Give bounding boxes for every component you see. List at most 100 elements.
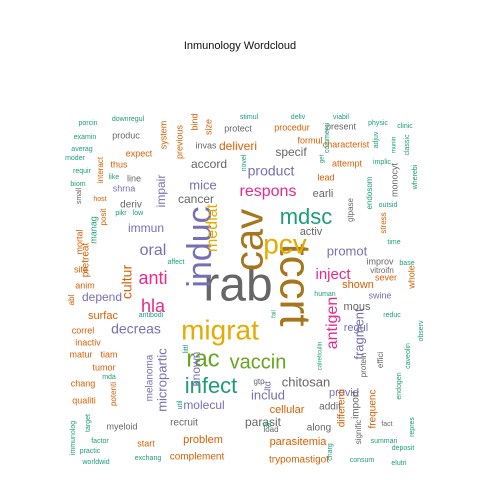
word-commerci: commerci <box>324 122 331 153</box>
word-shrna: shrna <box>113 183 136 193</box>
word-whole: whole <box>406 265 416 290</box>
word-infect: infect <box>185 373 238 398</box>
word-human: human <box>314 291 336 298</box>
word-provid: provid <box>329 387 359 399</box>
word-formul: formul <box>297 135 322 145</box>
word-melanoma: melanoma <box>145 354 156 401</box>
word-accord: accord <box>191 157 227 171</box>
word-base: base <box>399 260 414 267</box>
word-fail: fail <box>272 310 278 318</box>
word-trypomastigot: trypomastigot <box>269 455 329 466</box>
word-inactiv: inactiv <box>75 337 101 347</box>
word-size: size <box>203 119 213 135</box>
word-elutri: elutri <box>391 460 407 467</box>
word-anti: anti <box>138 268 167 288</box>
word-posit: posit <box>99 208 108 226</box>
word-produc: produc <box>112 130 140 140</box>
word-mdsc: mdsc <box>280 204 333 229</box>
word-depend: depend <box>82 290 122 304</box>
word-system: system <box>158 121 168 150</box>
word-rab: rab <box>203 259 272 312</box>
word-impair: impair <box>154 175 168 208</box>
word-reduc: reduc <box>383 312 401 319</box>
word-deposit: deposit <box>392 445 415 452</box>
word-cultur: cultur <box>119 265 135 300</box>
word-moder: moder <box>65 155 86 162</box>
word-gtpase: gtpase <box>346 197 355 222</box>
word-calreticulin: calreticulin <box>318 342 324 370</box>
word-like: like <box>109 174 120 181</box>
word-downregul: downregul <box>112 116 145 123</box>
word-gtp: gtp <box>253 377 265 386</box>
word-cancer: cancer <box>178 192 214 206</box>
word-parasit: parasit <box>245 415 282 429</box>
word-present: present <box>326 121 357 131</box>
word-wherebi: wherebi <box>412 164 419 190</box>
word-previous: previous <box>174 124 184 159</box>
word-adjuv: adjuv <box>373 131 380 148</box>
word-correl: correl <box>72 325 95 335</box>
word-parasitemia: parasitemia <box>270 436 328 448</box>
word-immunolog: immunolog <box>70 421 77 455</box>
word-mice: mice <box>189 177 216 192</box>
word-surfac: surfac <box>88 310 118 322</box>
word-effici: effici <box>376 352 385 369</box>
word-time: time <box>387 239 400 246</box>
word-exchang: exchang <box>135 455 162 462</box>
word-biom: biom <box>70 181 85 188</box>
word-summari: summari <box>371 438 398 445</box>
word-induc: induc <box>181 206 219 287</box>
word-myeloid: myeloid <box>106 421 137 431</box>
word-fact: fact <box>381 421 392 428</box>
word-deriv: deriv <box>120 200 142 211</box>
word-mortal: mortal <box>74 229 84 254</box>
word-decreas: decreas <box>111 321 161 337</box>
word-swine: swine <box>368 290 391 300</box>
word-attempt: attempt <box>332 158 363 168</box>
word-qualiti: qualiti <box>72 395 96 405</box>
word-endosom: endosom <box>365 176 374 209</box>
word-start: start <box>137 438 155 448</box>
word-mous: mous <box>344 301 371 313</box>
word-repres: repres <box>409 417 416 437</box>
word-bind: bind <box>189 113 199 130</box>
word-regul: regul <box>344 322 368 334</box>
word-known: known <box>189 352 203 387</box>
word-expect: expect <box>126 148 153 158</box>
word-characterist: characterist <box>323 139 370 149</box>
word-charg: charg <box>327 443 334 461</box>
word-cav: cav <box>228 209 272 271</box>
word-clinic: clinic <box>397 123 413 130</box>
word-differenti: differenti <box>337 389 348 427</box>
word-product: product <box>248 163 295 179</box>
word-migrat: migrat <box>181 314 259 345</box>
word-pcv: pcv <box>263 228 307 259</box>
word-signific: signific <box>354 420 363 444</box>
word-stimul: stimul <box>240 114 259 121</box>
word-small: small <box>76 187 83 204</box>
word-outsid: outsid <box>379 202 398 209</box>
word-averag: averag <box>71 146 93 153</box>
word-deliv: deliv <box>291 114 306 121</box>
word-immun: immun <box>128 221 164 235</box>
word-classic: classic <box>404 134 411 156</box>
word-novel: novel <box>241 154 248 171</box>
word-porcin: porcin <box>78 120 97 127</box>
word-fragment: fragment <box>351 308 366 360</box>
word-observ: observ <box>418 320 425 342</box>
word-import: import <box>351 391 362 419</box>
word-munin: munin <box>392 137 398 153</box>
word-implic: implic <box>373 159 391 166</box>
word-matur: matur <box>69 349 92 359</box>
word-improv: improv <box>366 256 394 266</box>
word-stress: stress <box>379 212 388 233</box>
word-tiam: tiam <box>100 349 117 359</box>
word-affect: affect <box>168 259 185 266</box>
word-activ: activ <box>300 226 323 238</box>
word-vitroifn: vitroifn <box>370 266 394 275</box>
word-interact: interact <box>96 156 105 183</box>
word-abl: abl <box>67 294 76 305</box>
word-consum: consum <box>350 457 375 464</box>
